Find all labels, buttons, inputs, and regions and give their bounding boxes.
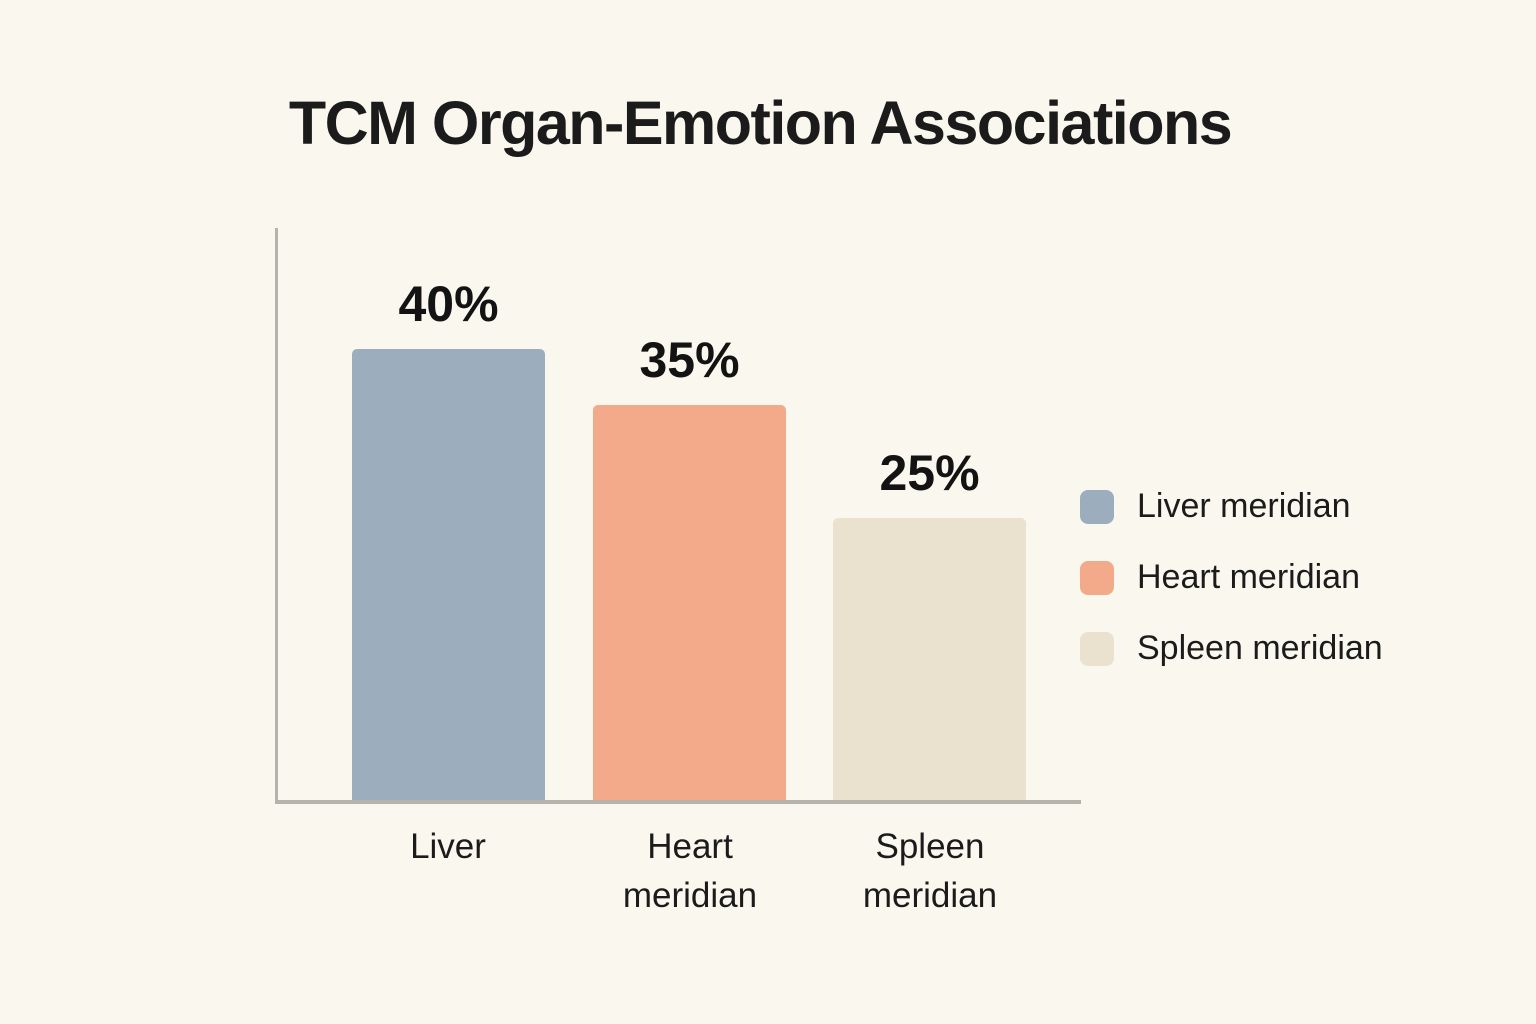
value-label-liver: 40%: [398, 276, 499, 332]
legend-swatch-liver: [1080, 489, 1114, 524]
bar-group-spleen: 25%: [833, 444, 1026, 800]
value-label-heart: 35%: [639, 332, 740, 388]
legend-label-heart: Heart meridian: [1137, 558, 1360, 596]
plot-area: 40% 35% 25%: [275, 228, 1081, 804]
x-tick-heart: Heart meridian: [530, 822, 850, 920]
bar-heart: [593, 405, 786, 800]
x-tick-heart-line2: meridian: [622, 876, 758, 915]
legend: Liver meridian Heart meridian Spleen mer…: [1080, 487, 1383, 668]
legend-label-liver: Liver meridian: [1137, 487, 1351, 525]
chart-title: TCM Organ-Emotion Associations: [288, 89, 1233, 157]
x-tick-heart-line1: Heart: [647, 827, 733, 866]
bar-group-liver: 40%: [352, 275, 545, 800]
x-tick-spleen: Spleen meridian: [770, 822, 1090, 920]
legend-swatch-spleen: [1080, 631, 1114, 666]
x-tick-liver: Liver: [288, 822, 608, 871]
bar-spleen: [833, 518, 1026, 800]
bar-group-heart: 35%: [593, 331, 786, 800]
bar-liver: [352, 349, 545, 800]
legend-label-spleen: Spleen meridian: [1137, 629, 1383, 667]
legend-item-heart: Heart meridian: [1080, 558, 1383, 597]
legend-swatch-heart: [1080, 560, 1114, 595]
x-tick-spleen-line2: meridian: [862, 876, 998, 915]
legend-item-spleen: Spleen meridian: [1080, 629, 1383, 668]
value-label-spleen: 25%: [879, 445, 980, 501]
x-tick-spleen-line1: Spleen: [875, 827, 985, 866]
x-tick-liver-line1: Liver: [410, 827, 486, 866]
x-axis-labels: Liver Heart meridian Spleen meridian: [0, 822, 1536, 942]
legend-item-liver: Liver meridian: [1080, 487, 1383, 526]
